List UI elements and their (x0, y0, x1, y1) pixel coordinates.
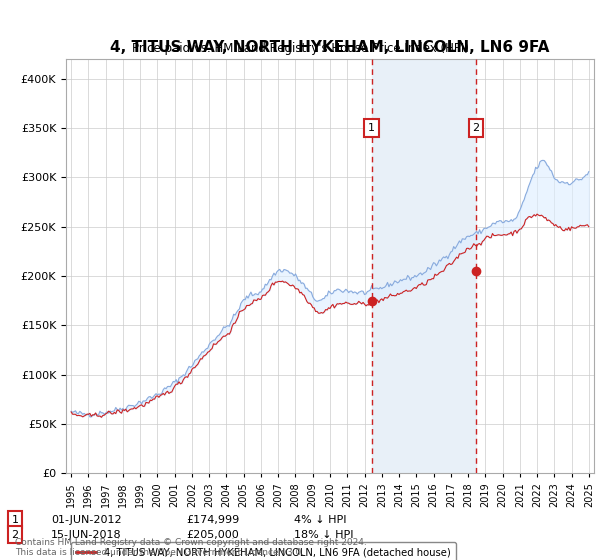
Text: £205,000: £205,000 (186, 530, 239, 540)
Text: 01-JUN-2012: 01-JUN-2012 (51, 515, 122, 525)
Text: 15-JUN-2018: 15-JUN-2018 (51, 530, 122, 540)
Text: £174,999: £174,999 (186, 515, 239, 525)
Text: 18% ↓ HPI: 18% ↓ HPI (294, 530, 353, 540)
Title: 4, TITUS WAY, NORTH HYKEHAM, LINCOLN, LN6 9FA: 4, TITUS WAY, NORTH HYKEHAM, LINCOLN, LN… (110, 40, 550, 55)
Text: Contains HM Land Registry data © Crown copyright and database right 2024.
This d: Contains HM Land Registry data © Crown c… (15, 538, 367, 557)
Text: 2: 2 (11, 530, 19, 540)
Text: 1: 1 (11, 515, 19, 525)
Text: 4% ↓ HPI: 4% ↓ HPI (294, 515, 347, 525)
Text: 2: 2 (472, 123, 479, 133)
Legend: 4, TITUS WAY, NORTH HYKEHAM, LINCOLN, LN6 9FA (detached house), HPI: Average pri: 4, TITUS WAY, NORTH HYKEHAM, LINCOLN, LN… (71, 543, 456, 560)
Text: Price paid vs. HM Land Registry's House Price Index (HPI): Price paid vs. HM Land Registry's House … (131, 42, 469, 55)
Text: 1: 1 (368, 123, 375, 133)
Bar (372, 59, 476, 473)
